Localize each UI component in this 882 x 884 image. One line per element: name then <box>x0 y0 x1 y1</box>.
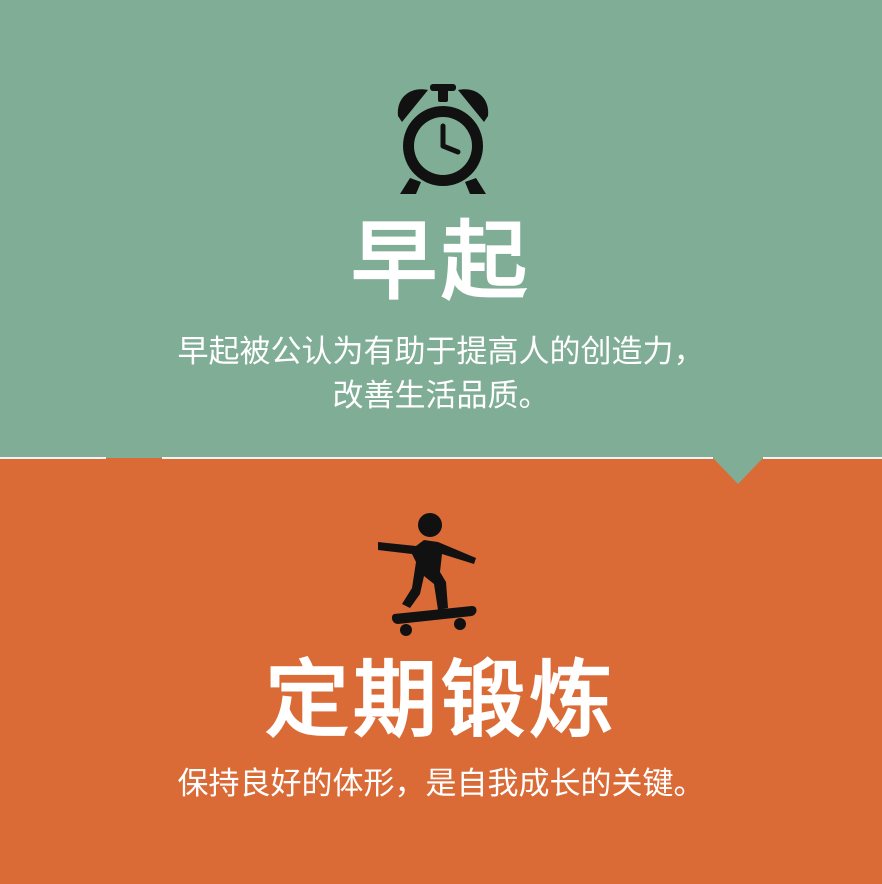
exercise-description: 保持良好的体形，是自我成长的关键。 <box>0 762 882 806</box>
section-divider <box>0 448 882 488</box>
alarm-clock-icon <box>397 84 489 194</box>
skateboarder-icon <box>378 513 477 636</box>
early-rising-description-line1: 早起被公认为有助于提高人的创造力， <box>177 334 705 370</box>
early-rising-section <box>0 0 882 458</box>
early-rising-title: 早起 <box>351 212 531 312</box>
exercise-title: 定期锻炼 <box>264 651 617 749</box>
early-rising-description-line2: 改善生活品质。 <box>332 378 550 414</box>
early-rising-description: 早起被公认为有助于提高人的创造力， 改善生活品质。 <box>0 330 882 418</box>
exercise-description-line1: 保持良好的体形，是自我成长的关键。 <box>177 766 705 802</box>
